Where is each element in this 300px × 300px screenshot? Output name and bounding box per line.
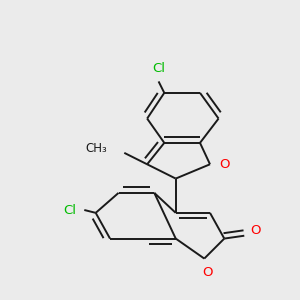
- Text: Cl: Cl: [64, 203, 76, 217]
- Text: CH₃: CH₃: [85, 142, 107, 155]
- Text: O: O: [250, 224, 261, 236]
- Text: Cl: Cl: [152, 62, 165, 75]
- Text: O: O: [219, 158, 230, 171]
- Text: O: O: [202, 266, 212, 279]
